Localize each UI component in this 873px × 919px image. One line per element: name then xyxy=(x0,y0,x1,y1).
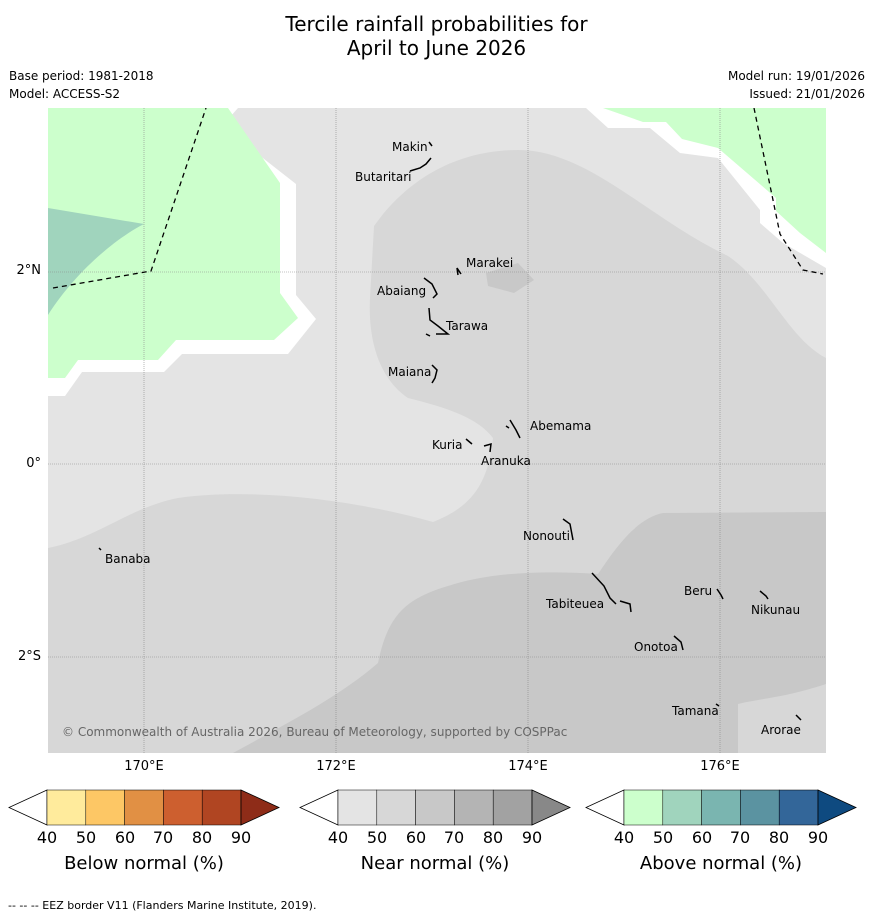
place-label-aranuka: Aranuka xyxy=(481,454,531,468)
cb-above-tick-80: 80 xyxy=(768,828,790,847)
above-normal-40-50-region-left xyxy=(48,108,298,378)
lat-label-2s: 2°S xyxy=(17,649,41,664)
cb-near-tick-50: 50 xyxy=(366,828,388,847)
cb-above-segment-4 xyxy=(740,789,780,826)
eez-border xyxy=(52,108,824,289)
above-normal-50-60-region xyxy=(48,208,144,315)
place-label-nikunau: Nikunau xyxy=(751,603,800,617)
cb-near-extend-high xyxy=(531,789,571,826)
title-line-2: April to June 2026 xyxy=(346,36,527,60)
copyright-notice: © Commonwealth of Australia 2026, Bureau… xyxy=(62,725,567,739)
cb-near-segment-2 xyxy=(376,789,416,826)
place-label-butaritari: Butaritari xyxy=(355,170,412,184)
colorbar-title-near: Near normal (%) xyxy=(360,853,510,874)
cb-above-tick-90: 90 xyxy=(807,828,829,847)
cb-near-tick-80: 80 xyxy=(482,828,504,847)
cb-above-segment-1 xyxy=(623,789,664,826)
place-label-kuria: Kuria xyxy=(432,438,463,452)
colorbars xyxy=(8,789,857,826)
metadata-left: Base period: 1981-2018 Model: ACCESS-S2 xyxy=(9,67,154,103)
cb-near-segment-3 xyxy=(415,789,455,826)
place-label-makin: Makin xyxy=(392,140,428,154)
place-label-tabiteuea: Tabiteuea xyxy=(545,597,604,611)
place-label-marakei: Marakei xyxy=(466,256,513,270)
cb-above-segment-3 xyxy=(701,789,741,826)
cb-near-tick-90: 90 xyxy=(521,828,543,847)
colorbar-title-below: Below normal (%) xyxy=(64,853,224,874)
base-period: Base period: 1981-2018 xyxy=(9,69,154,83)
cb-near-segment-1 xyxy=(337,789,378,826)
cb-below-tick-50: 50 xyxy=(75,828,97,847)
cb-above-tick-40: 40 xyxy=(613,828,635,847)
cb-below-segment-5 xyxy=(201,789,242,826)
metadata-right: Model run: 19/01/2026 Issued: 21/01/2026 xyxy=(728,67,865,103)
cb-near-tick-60: 60 xyxy=(405,828,427,847)
cb-near-extend-low xyxy=(299,789,339,826)
lon-label-174e: 174°E xyxy=(508,759,548,774)
cb-below-segment-1 xyxy=(46,789,87,826)
cb-near-segment-4 xyxy=(454,789,494,826)
place-label-maiana: Maiana xyxy=(388,365,431,379)
cb-below-extend-high xyxy=(240,789,280,826)
cb-above-segment-5 xyxy=(778,789,819,826)
place-label-arorae: Arorae xyxy=(761,723,801,737)
map-title: Tercile rainfall probabilities for April… xyxy=(0,12,873,60)
island-outlines xyxy=(98,141,802,721)
cb-above-extend-low xyxy=(585,789,625,826)
cb-below-extend-low xyxy=(8,789,48,826)
issued-date: Issued: 21/01/2026 xyxy=(749,87,865,101)
cb-below-tick-70: 70 xyxy=(152,828,174,847)
cb-below-segment-3 xyxy=(124,789,164,826)
place-labels: Makin Butaritari Marakei Abaiang Tarawa … xyxy=(105,140,801,737)
place-label-tamana: Tamana xyxy=(671,704,719,718)
near-normal-60-70-patch xyxy=(486,263,534,293)
cb-above-extend-high xyxy=(817,789,857,826)
cb-below-tick-80: 80 xyxy=(191,828,213,847)
model-run-date: Model run: 19/01/2026 xyxy=(727,69,865,83)
cb-near-segment-5 xyxy=(492,789,533,826)
eez-footnote: -- -- -- EEZ border V11 (Flanders Marine… xyxy=(8,899,317,912)
place-label-tarawa: Tarawa xyxy=(445,319,488,333)
title-line-1: Tercile rainfall probabilities for xyxy=(285,12,588,36)
colorbar-below-normal xyxy=(8,789,280,826)
lon-label-172e: 172°E xyxy=(316,759,356,774)
place-label-abaiang: Abaiang xyxy=(377,284,426,298)
cb-below-segment-2 xyxy=(85,789,125,826)
graticule xyxy=(48,108,826,753)
above-normal-40-50-region-right xyxy=(603,108,826,253)
cb-below-tick-90: 90 xyxy=(230,828,252,847)
place-label-onotoa: Onotoa xyxy=(634,640,678,654)
cb-above-tick-70: 70 xyxy=(729,828,751,847)
near-normal-60-70-region xyxy=(233,512,826,753)
colorbar-above-normal xyxy=(585,789,857,826)
cb-above-segment-2 xyxy=(662,789,702,826)
rainfall-map: Makin Butaritari Marakei Abaiang Tarawa … xyxy=(48,108,826,753)
cb-above-tick-60: 60 xyxy=(691,828,713,847)
lat-label-2n: 2°N xyxy=(16,263,42,278)
model-name: Model: ACCESS-S2 xyxy=(9,87,121,101)
cb-below-tick-40: 40 xyxy=(36,828,58,847)
place-label-banaba: Banaba xyxy=(105,552,151,566)
cb-near-tick-70: 70 xyxy=(443,828,465,847)
colorbar-near-normal xyxy=(299,789,571,826)
lat-label-0: 0° xyxy=(26,456,41,471)
place-label-nonouti: Nonouti xyxy=(523,529,570,543)
cb-near-tick-40: 40 xyxy=(327,828,349,847)
place-label-abemama: Abemama xyxy=(530,419,591,433)
lon-label-170e: 170°E xyxy=(124,759,164,774)
lon-label-176e: 176°E xyxy=(700,759,740,774)
place-label-beru: Beru xyxy=(684,584,712,598)
cb-below-segment-4 xyxy=(163,789,203,826)
cb-above-tick-50: 50 xyxy=(652,828,674,847)
cb-below-tick-60: 60 xyxy=(114,828,136,847)
colorbar-title-above: Above normal (%) xyxy=(639,853,803,874)
